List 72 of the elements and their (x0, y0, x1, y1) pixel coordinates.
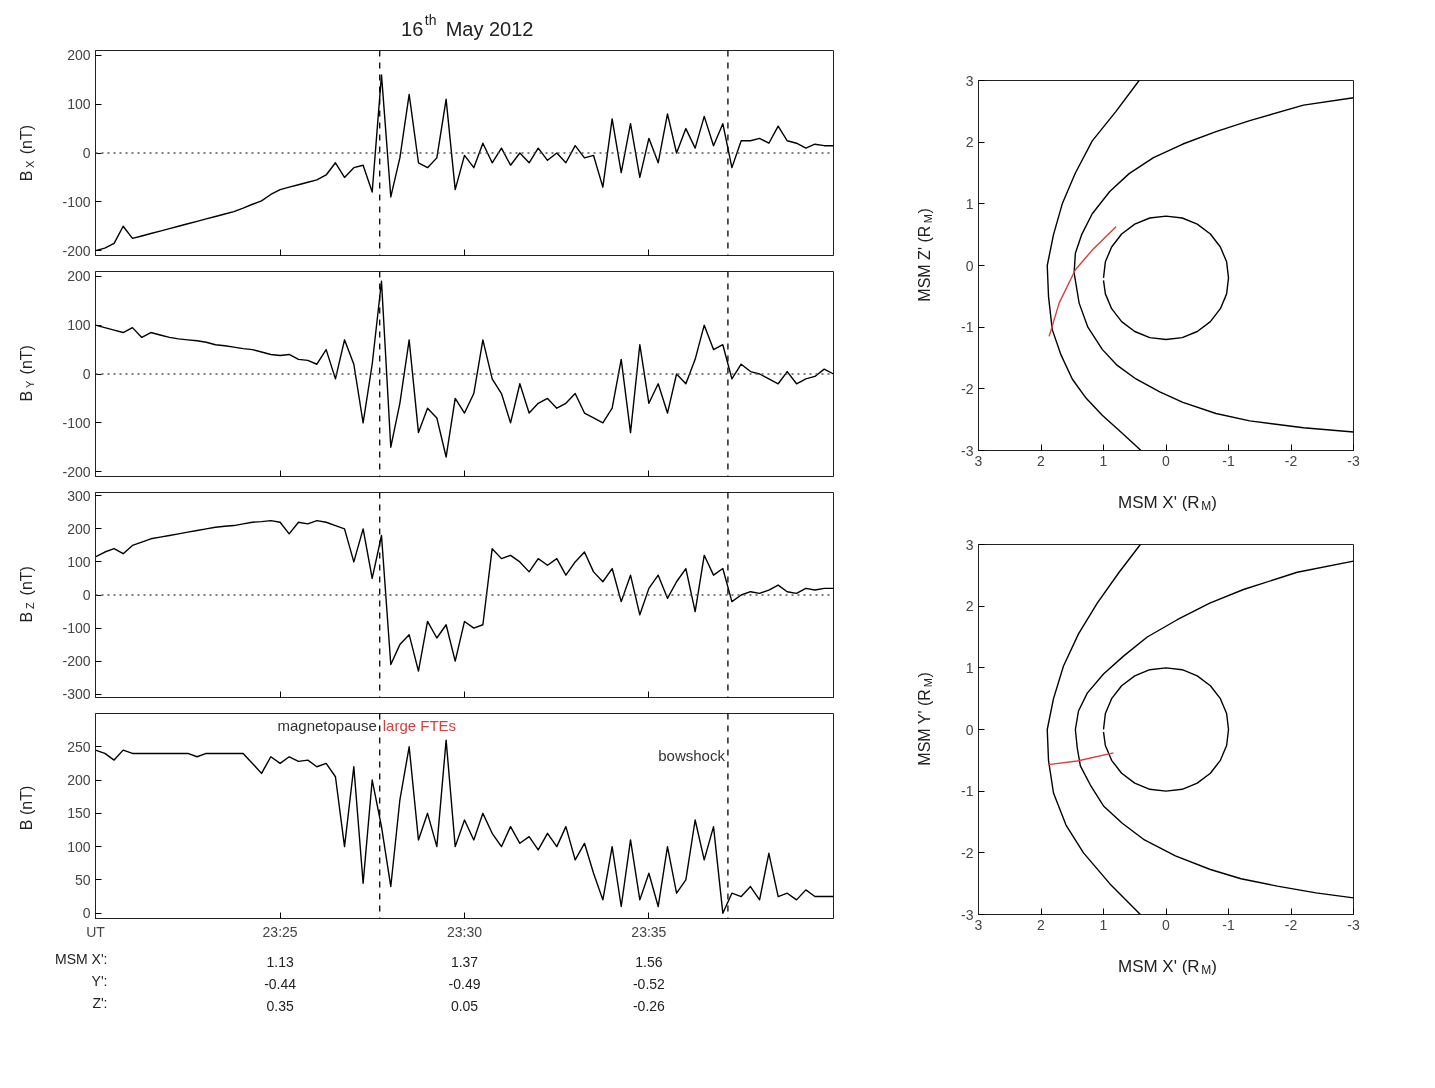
x-tick-label: -2 (1284, 452, 1298, 469)
text: Y': (91, 972, 108, 989)
y-tick-label: 100 (67, 838, 91, 855)
y-tick-label: -100 (62, 620, 91, 637)
ref-line-label: magnetopause (277, 716, 377, 734)
x-tick-label: 2 (1037, 916, 1046, 933)
x-tick-label: -3 (1347, 452, 1360, 469)
x-tick-label: -1 (1222, 452, 1235, 469)
y-axis-title: MSM Z' (RM) (916, 208, 935, 302)
y-tick-label: 200 (67, 268, 91, 285)
y-tick-label: 0 (82, 366, 91, 382)
x-tick-label: -3 (1347, 916, 1360, 933)
y-tick-label: -1 (961, 783, 974, 800)
y-tick-label: 150 (67, 805, 91, 822)
y-tick-label: 3 (965, 536, 974, 553)
text: 1.37 (450, 953, 479, 970)
y-tick-label: 1 (965, 195, 974, 212)
y-tick-label: 200 (67, 47, 91, 64)
y-tick-label: -200 (62, 653, 91, 670)
y-tick-label: -1 (961, 319, 974, 336)
x-tick-label: 0 (1162, 916, 1171, 933)
y-tick-label: 0 (965, 257, 974, 274)
y-tick-label: 0 (82, 905, 91, 922)
y-tick-label: -2 (961, 844, 974, 861)
text: 1.13 (266, 953, 294, 970)
ref-line-label: bowshock (658, 746, 726, 764)
y-axis-title: BX (nT) (18, 124, 37, 182)
y-axis-title: BY (nT) (18, 345, 37, 402)
text: -0.44 (264, 975, 297, 992)
text: Z': (92, 994, 108, 1011)
x-tick-label: -1 (1222, 916, 1235, 933)
y-tick-label: -2 (961, 380, 974, 397)
x-tick-label: 1 (1099, 452, 1108, 469)
y-tick-label: 200 (67, 520, 91, 537)
y-axis-title: MSM Y' (RM) (916, 672, 935, 766)
x-tick-label: 23:35 (631, 923, 667, 940)
y-tick-label: 200 (67, 772, 91, 789)
x-tick-label: 0 (1162, 452, 1171, 469)
y-tick-label: 100 (67, 317, 91, 334)
text: -0.52 (632, 975, 666, 992)
y-tick-label: -300 (62, 686, 91, 703)
y-tick-label: 100 (67, 553, 91, 570)
y-tick-label: 1 (965, 659, 974, 676)
text: -0.26 (632, 997, 666, 1014)
y-tick-label: -100 (62, 193, 91, 210)
x-tick-label: UT (86, 923, 106, 940)
x-tick-label: 23:25 (262, 923, 298, 940)
annotation: large FTEs (382, 716, 457, 734)
y-axis-title: BZ (nT) (18, 566, 37, 623)
y-tick-label: 250 (67, 738, 91, 755)
y-tick-label: 2 (965, 598, 974, 615)
y-tick-label: 300 (67, 487, 91, 504)
x-tick-label: 23:30 (446, 923, 483, 940)
x-tick-label: 2 (1037, 452, 1046, 469)
x-tick-label: 1 (1099, 916, 1108, 933)
y-tick-label: 0 (965, 721, 974, 738)
y-tick-label: -200 (62, 242, 91, 259)
y-tick-label: -100 (62, 414, 91, 431)
y-axis-title: B (nT) (18, 785, 35, 831)
y-tick-label: 0 (82, 587, 91, 603)
y-tick-label: 100 (67, 96, 91, 113)
y-tick-label: -200 (62, 463, 91, 480)
text: 0.35 (266, 997, 294, 1014)
text: -0.49 (448, 975, 481, 992)
x-tick-label: -2 (1284, 916, 1298, 933)
text: 1.56 (635, 953, 663, 970)
y-tick-label: 2 (965, 134, 974, 151)
y-tick-label: 0 (82, 145, 91, 161)
text: 0.05 (450, 997, 479, 1014)
y-tick-label: 3 (965, 72, 974, 89)
y-tick-label: 50 (74, 871, 91, 888)
text: MSM X': (55, 950, 108, 967)
